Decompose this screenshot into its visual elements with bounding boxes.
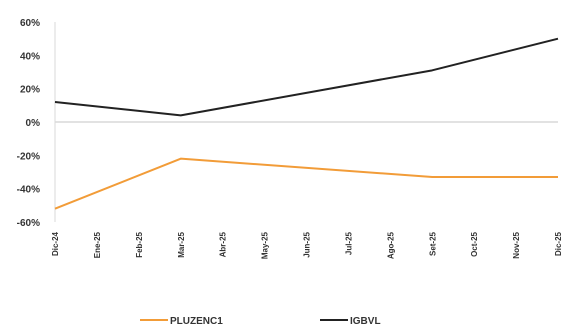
x-tick-label: Set-25	[428, 231, 437, 256]
x-tick-label: Dic-25	[554, 231, 563, 256]
x-tick-label: Feb-25	[135, 231, 144, 257]
series-line-pluzenc1	[54, 157, 558, 210]
y-tick-label: -20%	[17, 151, 40, 162]
legend-label: PLUZENC1	[170, 316, 223, 327]
x-tick-label: Nov-25	[512, 231, 521, 258]
series-line-igbvl	[54, 37, 559, 117]
x-tick-label: Jun-25	[303, 231, 312, 257]
x-tick-label: Ago-25	[386, 231, 395, 259]
y-tick-label: 0%	[26, 118, 41, 129]
y-tick-label: -60%	[17, 218, 40, 229]
x-tick-label: Mar-25	[177, 231, 186, 257]
y-tick-label: 40%	[20, 51, 40, 62]
x-tick-label: Dic-24	[51, 231, 60, 256]
x-tick-label: Ene-25	[93, 231, 102, 258]
y-tick-label: -40%	[17, 185, 40, 196]
legend-label: IGBVL	[350, 316, 381, 327]
x-tick-label: Oct-25	[470, 231, 479, 256]
x-tick-label: May-25	[261, 231, 270, 259]
y-tick-label: 20%	[20, 85, 40, 96]
x-tick-label: Abr-25	[219, 231, 228, 257]
x-tick-label: Jul-25	[344, 231, 353, 255]
y-tick-label: 60%	[20, 18, 40, 29]
